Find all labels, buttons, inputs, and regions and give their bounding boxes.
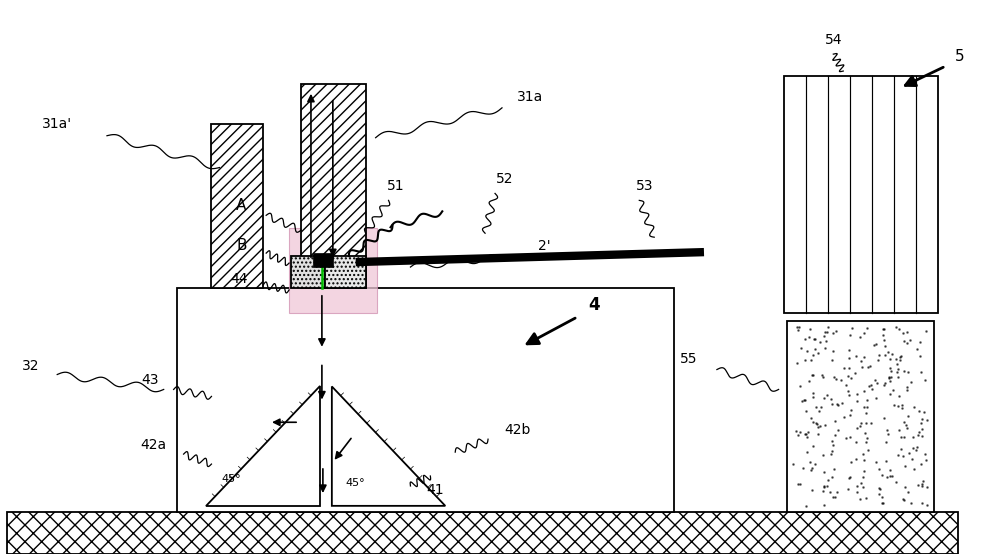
Bar <box>787 321 934 512</box>
Text: 45°: 45° <box>346 478 366 488</box>
Text: 51: 51 <box>387 179 404 194</box>
Bar <box>211 124 263 288</box>
Text: 32: 32 <box>22 359 39 372</box>
Text: 53: 53 <box>636 179 653 194</box>
Text: 55: 55 <box>680 351 698 366</box>
Bar <box>313 253 333 267</box>
Bar <box>784 76 938 313</box>
Text: 31a': 31a' <box>42 117 72 131</box>
Bar <box>7 512 958 553</box>
Text: 31a: 31a <box>517 90 543 104</box>
Bar <box>289 228 377 313</box>
Text: 4: 4 <box>589 296 600 314</box>
Text: 52: 52 <box>496 173 514 186</box>
Text: A: A <box>236 198 246 213</box>
Text: 42b: 42b <box>505 423 531 437</box>
Text: 2': 2' <box>538 239 551 253</box>
Polygon shape <box>332 386 445 506</box>
Text: B: B <box>236 238 247 253</box>
Polygon shape <box>206 386 320 506</box>
Text: 5: 5 <box>955 49 965 64</box>
Text: 43: 43 <box>141 374 159 387</box>
Bar <box>325 256 366 288</box>
Text: 41: 41 <box>427 483 444 497</box>
Bar <box>177 288 674 512</box>
Text: 44: 44 <box>231 272 248 286</box>
Bar <box>291 256 325 288</box>
Bar <box>301 84 366 288</box>
Text: 42a: 42a <box>141 438 167 452</box>
Text: 45°: 45° <box>222 474 241 484</box>
Text: 54: 54 <box>825 33 842 47</box>
